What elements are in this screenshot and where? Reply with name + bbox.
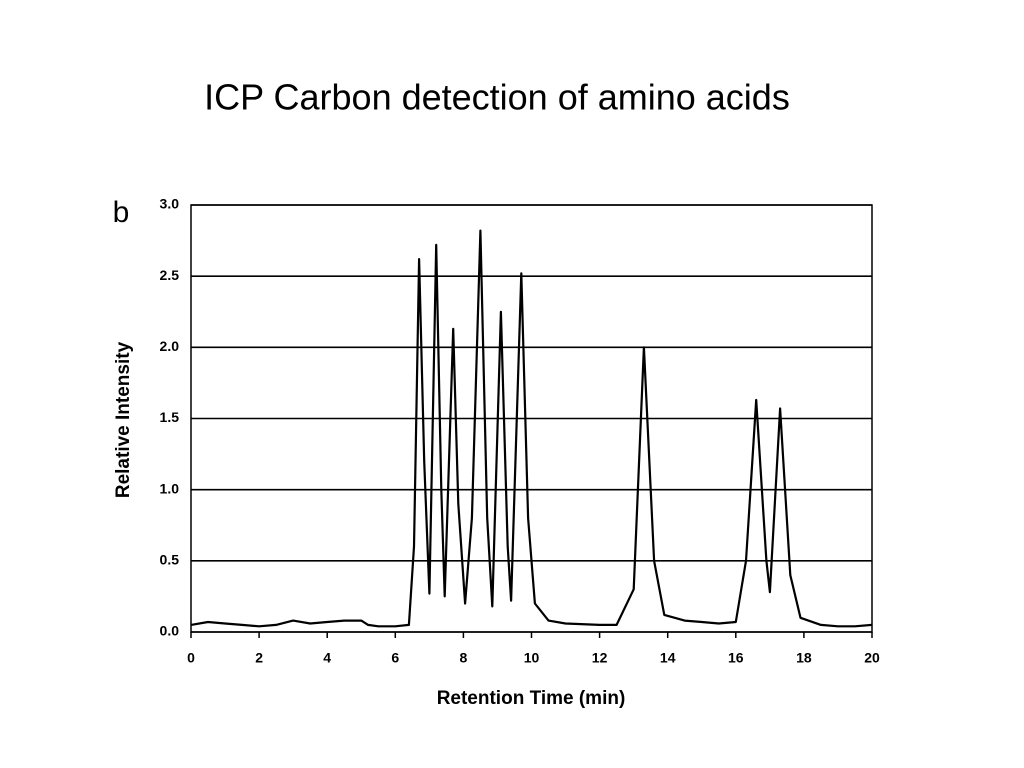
- x-tick-label: 8: [460, 650, 468, 666]
- x-tick-label: 18: [796, 650, 812, 666]
- x-tick-label: 2: [255, 650, 263, 666]
- y-tick-label: 2.0: [160, 338, 180, 354]
- x-axis-label: Retention Time (min): [437, 688, 626, 709]
- y-tick-label: 3.0: [160, 196, 180, 212]
- y-tick-label: 2.5: [160, 267, 180, 283]
- y-tick-label: 0.0: [160, 623, 180, 639]
- panel-label: b: [113, 196, 130, 229]
- x-tick-label: 14: [660, 650, 676, 666]
- x-tick-label: 16: [728, 650, 744, 666]
- y-tick-label: 1.5: [160, 409, 180, 425]
- trace-line: [190, 229, 873, 628]
- y-tick-label: 0.5: [160, 552, 180, 568]
- x-tick-label: 0: [187, 650, 195, 666]
- y-tick-label: 1.0: [160, 480, 180, 496]
- slide-title: ICP Carbon detection of amino acids: [204, 77, 790, 118]
- x-tick-label: 12: [592, 650, 608, 666]
- y-axis-label: Relative Intensity: [113, 341, 134, 498]
- x-tick-label: 10: [524, 650, 540, 666]
- x-tick-label: 20: [864, 650, 880, 666]
- x-tick-label: 4: [323, 650, 331, 666]
- x-tick-label: 6: [391, 650, 399, 666]
